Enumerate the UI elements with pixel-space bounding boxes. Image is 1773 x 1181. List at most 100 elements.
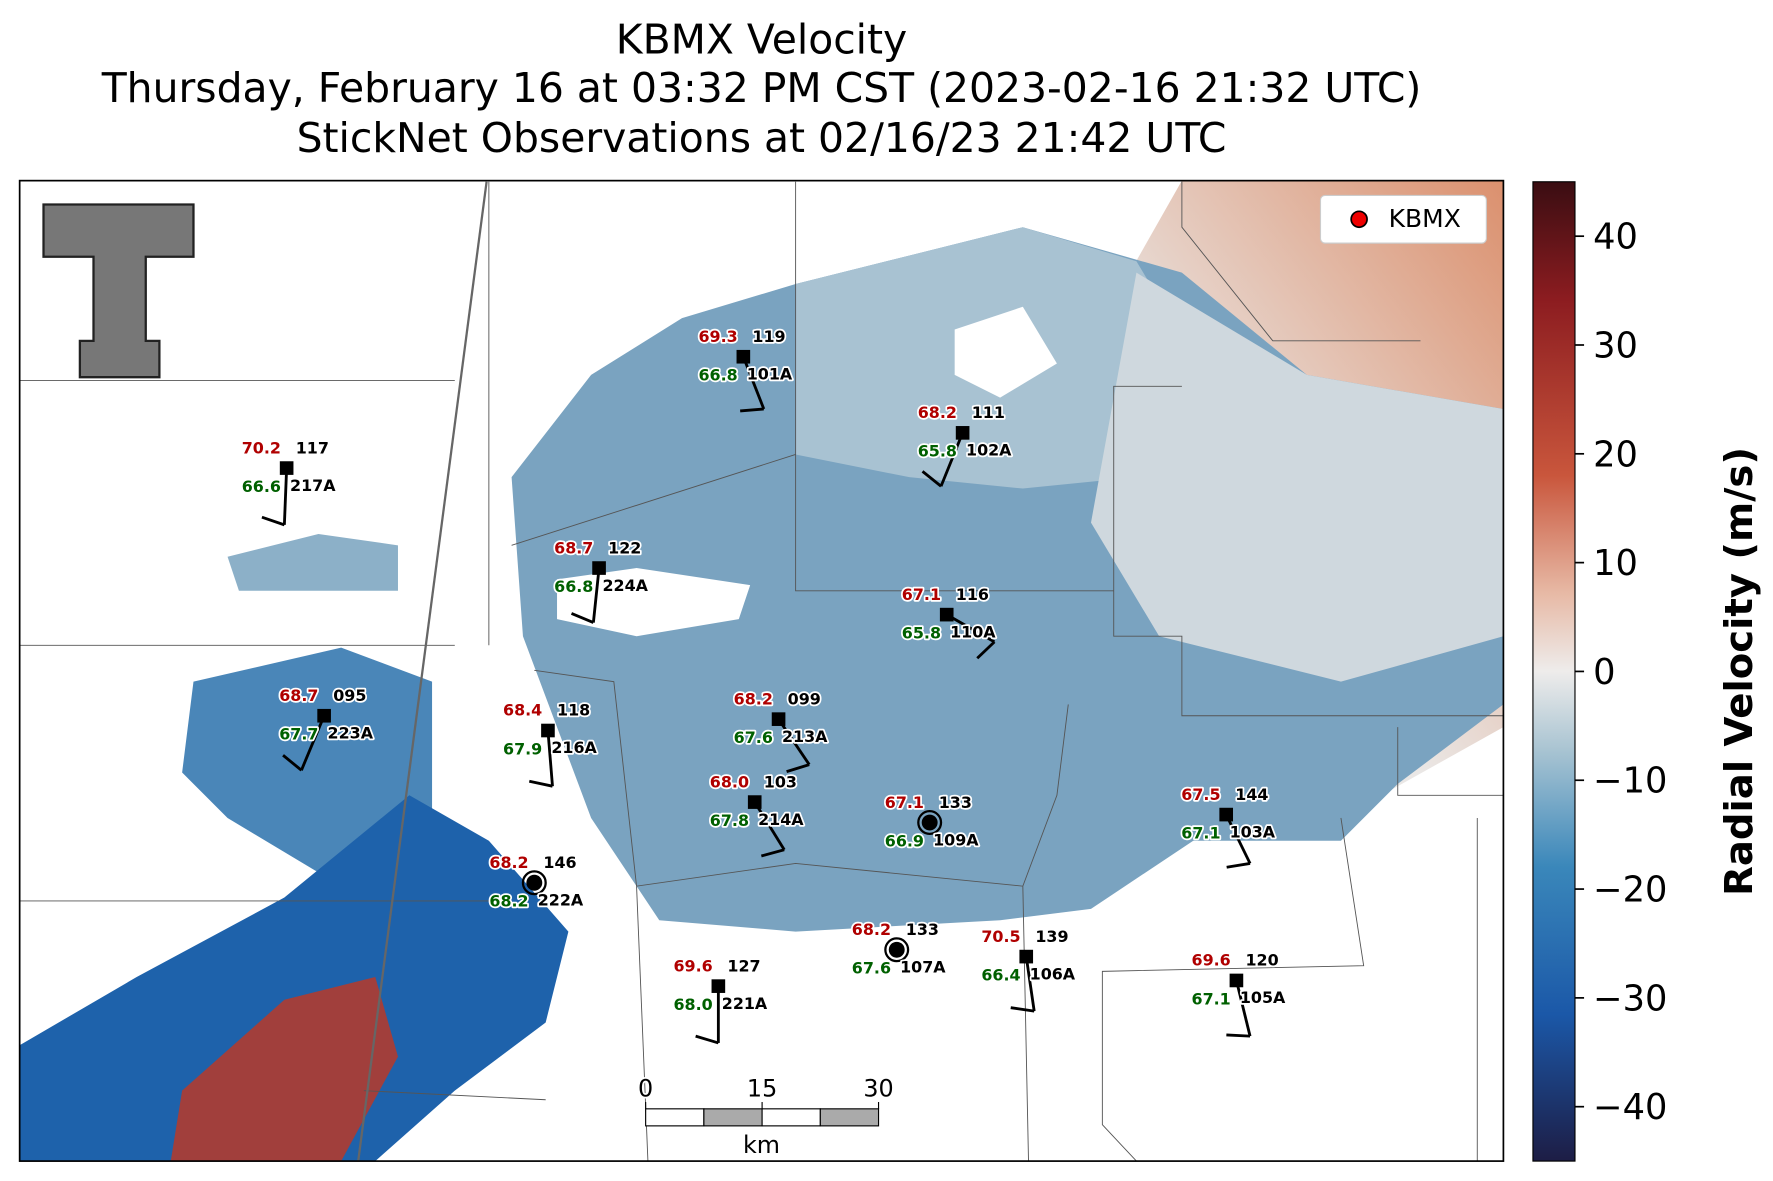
- station-id: 223A: [328, 723, 374, 742]
- wind-barb-flag: [760, 848, 785, 858]
- temperature: 68.2: [734, 689, 773, 708]
- scale-segment: [761, 1108, 821, 1127]
- wind-barb-flag: [695, 1034, 719, 1045]
- dewpoint: 68.0: [673, 995, 712, 1014]
- temperature: 69.3: [698, 327, 737, 346]
- dewpoint: 67.1: [1192, 989, 1231, 1008]
- subtitle: StickNet Observations at 02/16/23 21:42 …: [297, 114, 1227, 162]
- temperature: 67.1: [885, 793, 924, 812]
- wind-barb-flag: [921, 470, 942, 488]
- wind-barb-flag: [528, 779, 553, 788]
- station-marker: [747, 795, 762, 809]
- station-id: 213A: [782, 727, 828, 746]
- scale-segment: [703, 1108, 763, 1127]
- station-marker: [888, 941, 905, 958]
- scale-tick-label: 30: [863, 1074, 893, 1102]
- wind-barb-flag: [1226, 1033, 1251, 1038]
- wind-barb-flag: [976, 640, 996, 660]
- wind-direction: 117: [296, 438, 329, 457]
- colorbar-tick-label: −20: [1593, 870, 1667, 911]
- legend-label: KBMX: [1389, 204, 1461, 233]
- wind-barb-flag: [570, 612, 594, 624]
- station-id: 224A: [602, 576, 648, 595]
- wind-direction: 118: [557, 701, 590, 720]
- title: KBMX Velocity: [616, 15, 907, 63]
- station-id: 102A: [966, 441, 1012, 460]
- wind-direction: 133: [939, 793, 972, 812]
- station-marker: [541, 723, 555, 738]
- colorbar-tick-label: 40: [1593, 217, 1638, 258]
- station-marker: [1229, 973, 1244, 988]
- colorbar-ticks: 40 30 20 10 0 −10 −20 −30 −40: [1574, 217, 1667, 1128]
- calm-marker: [884, 937, 910, 963]
- colorbar-tick-label: 30: [1593, 325, 1638, 366]
- wind-direction: 119: [752, 327, 785, 346]
- wind-barb: [282, 468, 289, 525]
- wind-direction: 120: [1246, 951, 1279, 970]
- wind-direction: 116: [956, 585, 989, 604]
- calm-marker: [521, 870, 547, 896]
- stations: 69.3 119 66.8 101A 68.2 111 65.8 102A 70.2 117 66.…: [240, 325, 1288, 1045]
- dewpoint: 65.8: [918, 442, 957, 461]
- station-id: 106A: [1030, 964, 1076, 983]
- wind-barb: [1024, 956, 1036, 1012]
- wind-direction: 111: [972, 403, 1005, 422]
- wind-barb-flag: [282, 754, 303, 772]
- station-marker: [771, 712, 786, 726]
- wind-direction: 122: [608, 538, 641, 557]
- temperature: 69.6: [673, 956, 712, 975]
- wind-direction: 139: [1035, 927, 1068, 946]
- wind-barb-flag: [1226, 862, 1251, 869]
- wind-barb: [777, 718, 811, 766]
- station-id: 110A: [950, 622, 996, 641]
- station-marker: [1019, 949, 1034, 964]
- colorbar-tick-label: −10: [1593, 761, 1667, 802]
- wind-direction: 133: [906, 920, 939, 939]
- scale-unit: km: [743, 1131, 780, 1159]
- colorbar-tick-label: 20: [1593, 434, 1638, 475]
- wind-barb: [546, 730, 554, 787]
- colorbar-tick-label: −40: [1593, 1087, 1667, 1128]
- subtitle: Thursday, February 16 at 03:32 PM CST (2…: [101, 64, 1422, 112]
- colorbar-tick-label: −30: [1593, 978, 1667, 1019]
- dewpoint: 67.1: [1181, 823, 1220, 842]
- station-id: 109A: [933, 830, 979, 849]
- wind-barb: [939, 432, 964, 487]
- temperature: 68.7: [279, 686, 318, 705]
- scale-bar: 0 15 30 km: [636, 1073, 895, 1160]
- temperature: 70.5: [981, 927, 1020, 946]
- calm-marker: [917, 810, 943, 836]
- wind-barb-flag: [261, 515, 285, 527]
- station-marker: [592, 561, 606, 575]
- temperature: 68.0: [710, 772, 749, 791]
- dewpoint: 66.8: [698, 366, 737, 385]
- wind-barb: [1224, 813, 1252, 865]
- temperature: 68.2: [489, 853, 528, 872]
- legend: KBMX: [1319, 194, 1487, 244]
- wind-direction: 144: [1235, 785, 1268, 804]
- dewpoint: 66.6: [242, 477, 281, 496]
- wind-barb-flag: [1010, 1006, 1035, 1013]
- wind-barb: [753, 801, 786, 851]
- temperature: 70.2: [242, 438, 281, 457]
- wind-direction: 095: [333, 686, 366, 705]
- colorbar: [1532, 181, 1576, 1162]
- station-id: 107A: [900, 958, 946, 977]
- colorbar-label: Radial Velocity (m/s): [1717, 447, 1762, 896]
- station-marker: [711, 979, 726, 993]
- temperature: 68.7: [554, 538, 593, 557]
- map-frame: [18, 179, 1505, 1162]
- temperature: 69.6: [1192, 951, 1231, 970]
- temperature: 68.2: [918, 403, 957, 422]
- station-marker: [1219, 807, 1234, 822]
- scale-segment: [819, 1108, 880, 1127]
- wind-barb: [1235, 980, 1252, 1037]
- station-marker: [736, 349, 751, 364]
- wind-direction: 099: [788, 689, 821, 708]
- temperature: 67.5: [1181, 785, 1220, 804]
- station-id: 217A: [290, 476, 336, 495]
- station-id: 105A: [1240, 988, 1286, 1007]
- scale-tick-label: 15: [747, 1074, 777, 1102]
- wind-direction: 146: [543, 853, 576, 872]
- station-id: 222A: [538, 890, 584, 909]
